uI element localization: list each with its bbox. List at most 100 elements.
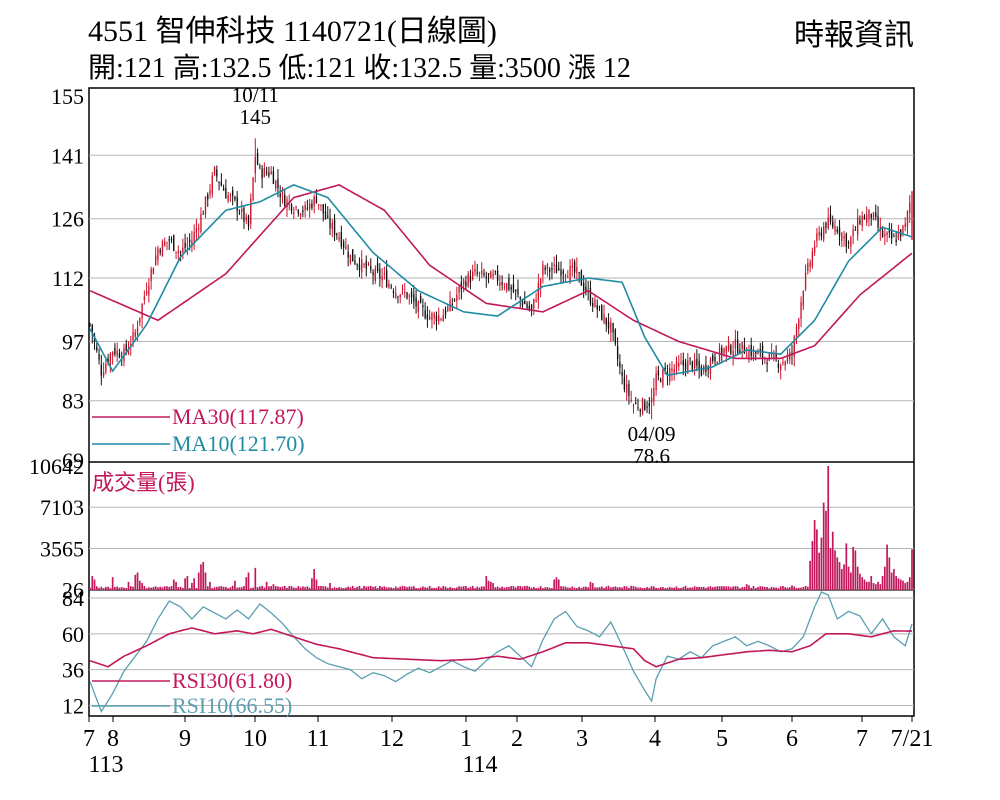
x-tick-label: 8 <box>107 726 119 752</box>
volume-bar <box>485 576 488 590</box>
volume-bar <box>585 586 587 590</box>
candle-down <box>759 349 761 351</box>
candle-down <box>501 282 503 285</box>
price-stats: 開:121 高:132.5 低:121 收:132.5 量:3500 漲 12 <box>88 53 631 84</box>
volume-bar <box>566 587 569 590</box>
candle-down <box>231 190 234 196</box>
candle-down <box>635 402 637 404</box>
candle-down <box>415 297 417 307</box>
candle-up <box>811 251 814 267</box>
volume-bar <box>791 585 793 590</box>
volume-bar <box>591 583 594 590</box>
candle-up <box>141 303 143 319</box>
volume-bar <box>218 586 220 590</box>
volume-bar <box>684 585 687 590</box>
volume-bar <box>331 587 334 590</box>
volume-bar <box>279 587 282 590</box>
candle-down <box>657 370 660 376</box>
candle-down <box>510 287 512 290</box>
volume-bar <box>231 585 234 590</box>
candle-up <box>252 177 254 201</box>
candle-up <box>286 199 288 208</box>
candle-down <box>560 269 562 277</box>
high-date-label: 10/11 <box>232 83 279 107</box>
candle-up <box>164 241 166 246</box>
candle-up <box>381 276 383 281</box>
candle-up <box>320 204 322 207</box>
volume-bar <box>392 588 395 590</box>
volume-bar <box>836 557 839 590</box>
candle-down <box>336 233 338 236</box>
volume-bar <box>358 585 361 590</box>
candle-up <box>564 275 567 277</box>
volume-bar <box>569 587 571 590</box>
candle-up <box>139 317 141 323</box>
volume-bar <box>163 586 166 590</box>
candle-up <box>786 355 789 362</box>
volume-bar <box>682 586 685 590</box>
volume-bar <box>136 572 139 590</box>
candle-down <box>207 194 209 200</box>
rsi-tick-label: 36 <box>62 658 84 683</box>
candle-down <box>712 355 714 361</box>
candle-up <box>209 190 211 195</box>
volume-bar <box>580 587 583 590</box>
volume-bar <box>268 586 270 590</box>
candle-up <box>655 373 657 391</box>
candle-up <box>331 223 333 230</box>
candle-up <box>632 405 635 407</box>
volume-bar <box>761 586 764 590</box>
candle-down <box>893 236 895 238</box>
volume-bar <box>526 585 528 590</box>
volume-bar <box>152 587 155 590</box>
candle-up <box>191 240 193 247</box>
candle-up <box>716 361 718 365</box>
candle-down <box>483 273 485 276</box>
volume-bar <box>211 588 214 590</box>
candle-up <box>802 291 804 306</box>
volume-bar <box>680 587 682 590</box>
volume-bar <box>283 585 286 590</box>
volume-bar <box>168 586 171 590</box>
candle-down <box>544 267 546 271</box>
volume-bar <box>659 587 662 590</box>
candle-up <box>154 255 157 265</box>
candle-down <box>243 207 245 222</box>
candle-up <box>145 291 148 294</box>
candle-down <box>315 196 318 203</box>
volume-bar <box>453 587 456 590</box>
volume-bar <box>496 586 499 590</box>
volume-bar <box>587 587 590 590</box>
candle-down <box>521 300 524 306</box>
volume-bar <box>881 576 884 590</box>
candle-down <box>605 317 607 325</box>
candle-up <box>539 278 542 289</box>
candle-up <box>213 166 216 175</box>
volume-bar <box>385 587 388 590</box>
volume-bar <box>843 564 845 590</box>
volume-label: 成交量(張) <box>92 470 195 495</box>
volume-bar <box>417 588 420 590</box>
volume-bar <box>637 587 639 590</box>
candle-down <box>256 152 259 165</box>
candle-up <box>293 212 295 214</box>
candle-up <box>911 191 913 240</box>
volume-bar <box>809 560 811 590</box>
volume-bar <box>166 586 168 590</box>
volume-bar <box>186 576 189 590</box>
candle-down <box>766 362 768 365</box>
candle-down <box>684 362 687 370</box>
volume-bar <box>797 587 800 590</box>
volume-bar <box>150 587 152 590</box>
volume-bar <box>614 586 617 590</box>
rsi-panel: RSI30(61.80)RSI10(66.55) <box>89 591 913 718</box>
volume-bar <box>795 587 798 590</box>
candle-down <box>558 268 560 271</box>
candle-down <box>170 239 173 241</box>
candle-up <box>626 384 628 393</box>
candle-down <box>220 182 223 186</box>
candle-down <box>247 215 250 227</box>
candle-down <box>302 210 304 212</box>
volume-bar <box>100 586 103 590</box>
